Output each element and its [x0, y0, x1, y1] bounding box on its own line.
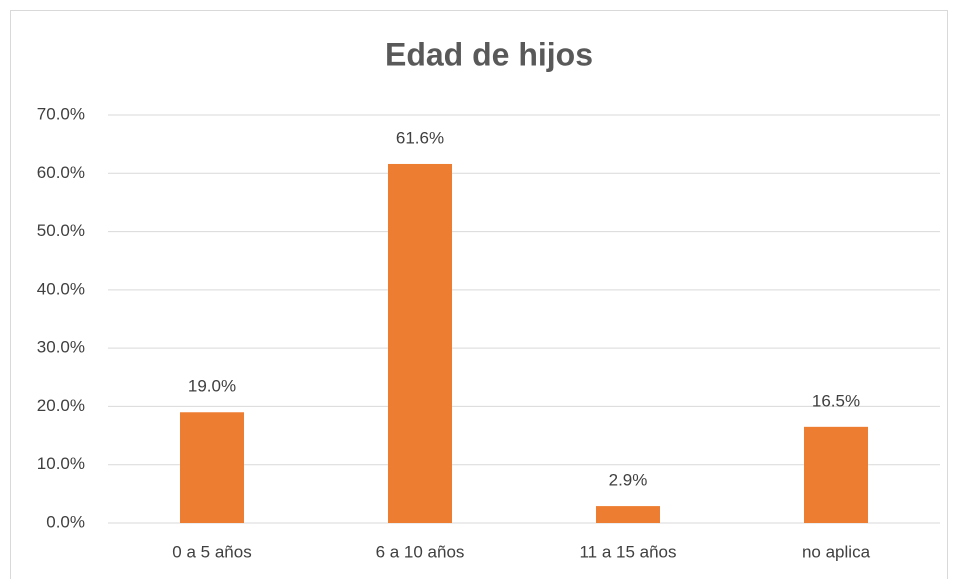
y-tick-label: 60.0%	[37, 163, 85, 182]
y-tick-label: 50.0%	[37, 221, 85, 240]
y-tick-label: 0.0%	[46, 512, 85, 531]
y-tick-label: 70.0%	[37, 104, 85, 123]
bar	[804, 426, 868, 523]
bar	[388, 163, 452, 523]
data-label: 61.6%	[396, 128, 444, 147]
x-tick-label: 6 a 10 años	[376, 542, 465, 561]
data-label: 16.5%	[812, 391, 860, 410]
x-tick-label: 0 a 5 años	[172, 542, 251, 561]
y-tick-label: 30.0%	[37, 338, 85, 357]
data-label: 19.0%	[188, 377, 236, 396]
y-tick-label: 10.0%	[37, 454, 85, 473]
chart-border	[10, 10, 948, 579]
x-tick-label: 11 a 15 años	[579, 542, 676, 561]
data-label: 2.9%	[609, 471, 648, 490]
x-tick-label: no aplica	[802, 542, 871, 561]
bar	[180, 412, 244, 523]
y-tick-label: 20.0%	[37, 396, 85, 415]
bar	[596, 506, 660, 523]
y-tick-label: 40.0%	[37, 279, 85, 298]
chart-title: Edad de hijos	[385, 36, 593, 72]
